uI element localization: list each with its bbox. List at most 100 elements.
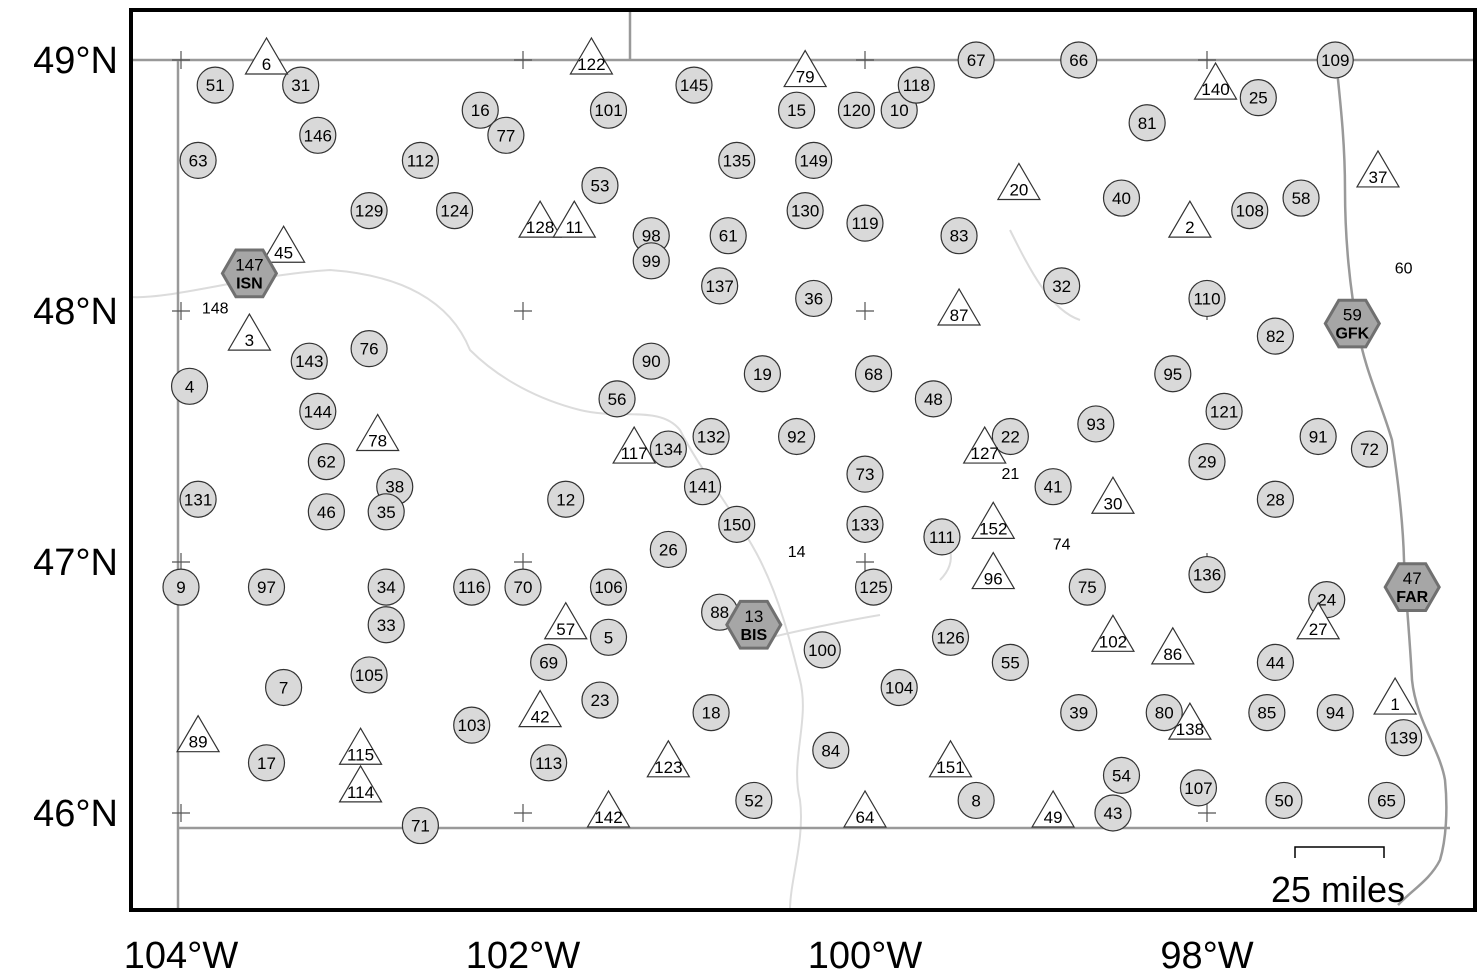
triangle-site-115: 115 bbox=[338, 727, 383, 765]
circle-site-41: 41 bbox=[1034, 468, 1072, 506]
circle-marker bbox=[957, 41, 995, 79]
site-label: 47 bbox=[1403, 569, 1422, 588]
circle-site-130: 130 bbox=[786, 192, 824, 230]
site-label: 8 bbox=[971, 791, 980, 810]
circle-site-118: 118 bbox=[897, 66, 935, 104]
longitude-label: 100°W bbox=[808, 935, 923, 977]
triangle-site-87: 87 bbox=[937, 287, 982, 326]
site-label: 109 bbox=[1321, 51, 1349, 70]
site-label: 150 bbox=[723, 515, 751, 534]
circle-marker bbox=[692, 693, 730, 732]
site-label: 27 bbox=[1309, 620, 1328, 639]
circle-marker bbox=[162, 568, 200, 606]
triangle-site-114: 114 bbox=[338, 764, 383, 803]
site-label: 6 bbox=[262, 55, 271, 74]
site-label: 29 bbox=[1198, 453, 1217, 472]
circle-marker bbox=[504, 568, 542, 606]
map-frame bbox=[129, 8, 1477, 912]
site-label: 124 bbox=[440, 202, 468, 221]
triangle-marker bbox=[1296, 601, 1341, 640]
circle-marker bbox=[401, 806, 439, 845]
circle-marker bbox=[837, 91, 876, 129]
circle-site-111: 111 bbox=[923, 518, 961, 556]
circle-marker bbox=[1094, 794, 1132, 832]
site-label: 50 bbox=[1274, 791, 1293, 810]
site-label: 30 bbox=[1103, 494, 1122, 513]
circle-site-84: 84 bbox=[812, 731, 850, 769]
circle-marker bbox=[1145, 693, 1183, 732]
triangle-marker bbox=[176, 714, 221, 753]
circle-site-73: 73 bbox=[846, 455, 884, 493]
triangle-site-78: 78 bbox=[355, 413, 400, 452]
site-label: 33 bbox=[377, 616, 396, 635]
site-label: 86 bbox=[1163, 645, 1182, 664]
circle-marker bbox=[957, 781, 995, 820]
circle-marker bbox=[1367, 781, 1406, 820]
circle-marker bbox=[1188, 279, 1226, 318]
circle-marker bbox=[282, 66, 320, 104]
site-label: 81 bbox=[1138, 114, 1157, 133]
circle-marker bbox=[991, 417, 1029, 456]
site-label: 90 bbox=[642, 352, 661, 371]
triangle-site-42: 42 bbox=[518, 689, 563, 728]
site-label: 25 bbox=[1249, 89, 1268, 108]
circle-site-124: 124 bbox=[436, 192, 474, 230]
circle-marker bbox=[1282, 179, 1320, 217]
site-label: 102 bbox=[1099, 632, 1127, 651]
scale-bar: 25 miles bbox=[1271, 846, 1405, 910]
circle-marker bbox=[649, 430, 687, 468]
site-label: 121 bbox=[1210, 402, 1238, 421]
city-label: BIS bbox=[741, 627, 768, 644]
circle-marker bbox=[931, 618, 970, 656]
site-label: 77 bbox=[496, 126, 515, 145]
circle-marker bbox=[307, 443, 345, 481]
site-label: 139 bbox=[1389, 729, 1417, 748]
circle-site-97: 97 bbox=[247, 568, 286, 606]
triangle-marker bbox=[937, 287, 982, 326]
circle-marker bbox=[1316, 693, 1354, 732]
triangle-marker bbox=[543, 601, 588, 640]
circle-marker bbox=[718, 505, 756, 543]
site-label: 2 bbox=[1185, 218, 1194, 237]
site-label: 12 bbox=[556, 490, 575, 509]
site-label: 110 bbox=[1193, 289, 1220, 308]
circle-site-121: 121 bbox=[1205, 392, 1243, 430]
circle-marker bbox=[196, 66, 234, 104]
site-label: 147 bbox=[235, 255, 263, 274]
circle-marker bbox=[923, 518, 961, 556]
site-label: 26 bbox=[659, 540, 678, 559]
callout-60: 60 bbox=[1395, 260, 1413, 277]
circle-marker bbox=[718, 141, 756, 179]
triangle-site-3: 3 bbox=[227, 312, 272, 351]
circle-site-33: 33 bbox=[367, 606, 405, 644]
triangle-marker bbox=[1193, 61, 1238, 100]
site-label: 18 bbox=[702, 704, 721, 723]
site-label: 69 bbox=[539, 653, 558, 672]
triangle-site-123: 123 bbox=[646, 739, 691, 778]
site-label: 65 bbox=[1377, 791, 1396, 810]
circle-marker bbox=[1128, 104, 1166, 142]
circle-site-80: 80 bbox=[1145, 693, 1183, 732]
circle-marker bbox=[1256, 317, 1295, 355]
site-label: 101 bbox=[594, 101, 622, 120]
triangle-site-1: 1 bbox=[1373, 676, 1418, 715]
circle-site-7: 7 bbox=[265, 668, 303, 707]
site-label: 149 bbox=[800, 151, 828, 170]
site-label: 49 bbox=[1044, 808, 1063, 827]
triangle-site-96: 96 bbox=[971, 551, 1016, 590]
circle-marker bbox=[367, 493, 405, 531]
circle-site-43: 43 bbox=[1094, 794, 1132, 832]
circle-site-29: 29 bbox=[1188, 443, 1226, 481]
site-label: 53 bbox=[590, 177, 609, 196]
circle-site-9: 9 bbox=[162, 568, 200, 606]
circle-site-92: 92 bbox=[777, 417, 816, 456]
site-label: 19 bbox=[753, 365, 772, 384]
site-label: 128 bbox=[526, 218, 554, 237]
circle-marker bbox=[179, 141, 217, 179]
circle-marker bbox=[1043, 267, 1081, 305]
